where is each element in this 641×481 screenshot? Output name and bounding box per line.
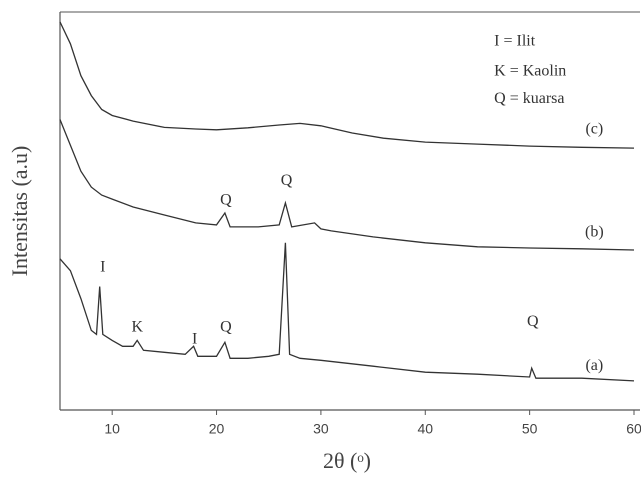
legend-text: I = Ilit	[494, 33, 536, 50]
annotation: Q	[220, 192, 232, 209]
xrd-line	[59, 119, 635, 251]
x-axis-title: 2θ (ᵒ)	[323, 448, 371, 473]
annotation: Q	[220, 319, 232, 336]
x-tick-label: 50	[522, 421, 538, 437]
legend-text: Q = kuarsa	[494, 90, 564, 107]
annotation: I	[192, 331, 197, 348]
annotation: K	[131, 319, 143, 336]
y-axis-title: Intensitas (a.u)	[7, 146, 32, 277]
legend-text: K = Kaolin	[494, 62, 566, 79]
annotation: Q	[527, 313, 539, 330]
annotation: Q	[281, 172, 293, 189]
x-tick-label: 30	[313, 421, 329, 437]
x-tick-label: 60	[626, 421, 641, 437]
x-tick-label: 40	[417, 421, 433, 437]
x-tick-label: 20	[209, 421, 225, 437]
xrd-line	[59, 21, 635, 149]
annotation: (c)	[585, 120, 603, 137]
annotation: (a)	[585, 357, 603, 374]
annotation: (b)	[585, 224, 604, 241]
xrd-line	[59, 242, 635, 382]
x-tick-label: 10	[104, 421, 120, 437]
annotation: I	[100, 259, 105, 276]
